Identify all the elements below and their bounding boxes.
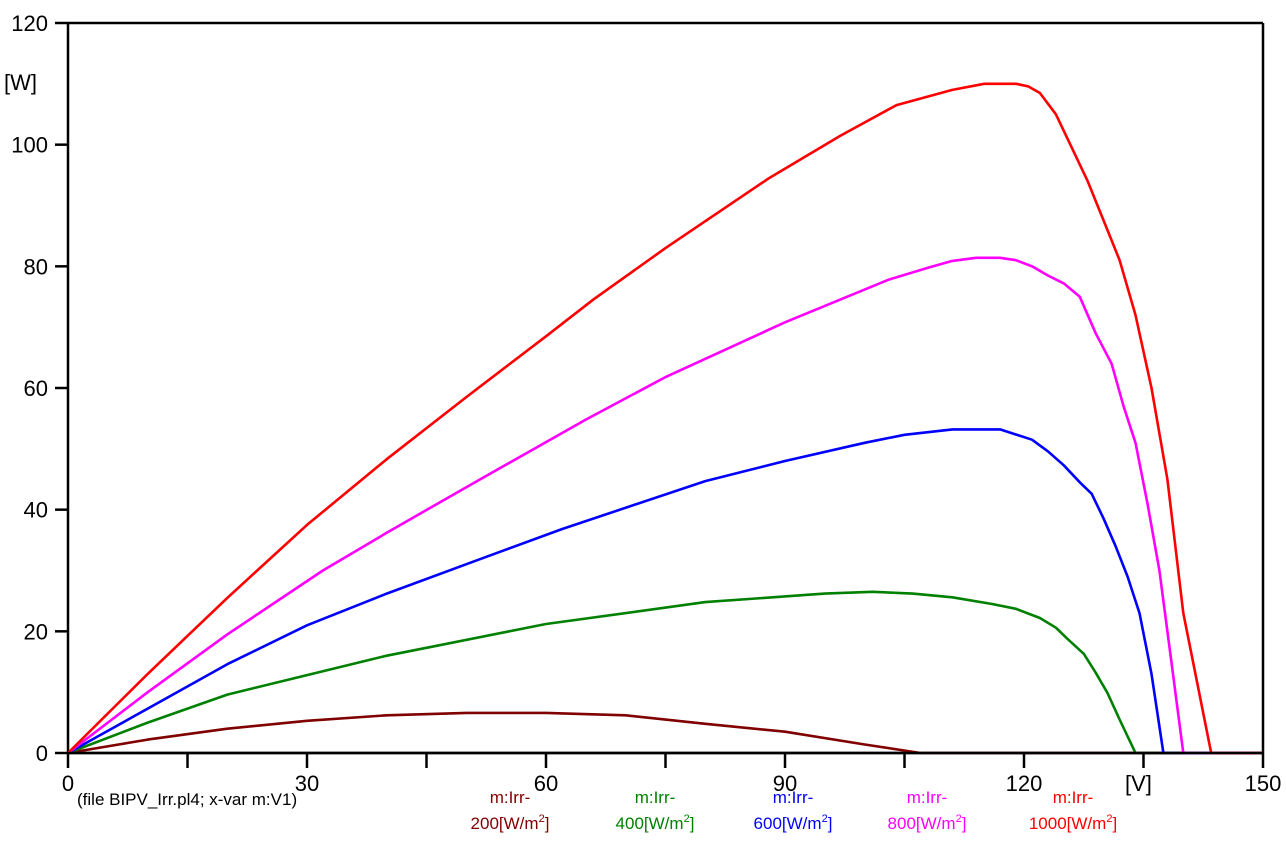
axis-layer: 0 20 40 60 80 100 120 0 30 60 90 120 150 <box>11 11 1281 796</box>
file-caption: (file BIPV_Irr.pl4; x-var m:V1) <box>77 790 297 809</box>
x-tick-label: 60 <box>534 771 558 796</box>
y-tick-label: 20 <box>24 619 48 644</box>
series-layer <box>67 82 1263 755</box>
x-tick-label: 30 <box>295 771 319 796</box>
x-tick-label: 150 <box>1245 771 1282 796</box>
y-tick-label: 40 <box>24 498 48 523</box>
y-axis-label: [W] <box>4 70 37 95</box>
y-tick-label: 60 <box>24 376 48 401</box>
legend-label-line2: 400[W/m2] <box>616 813 695 833</box>
legend-label-line1: m:Irr- <box>907 788 948 807</box>
legend-label-line1: m:Irr- <box>1053 788 1094 807</box>
series-line-4 <box>67 256 1263 755</box>
series-line-2 <box>67 590 1263 755</box>
x-axis-label: [V] <box>1125 771 1152 796</box>
legend-label-line2: 200[W/m2] <box>471 813 550 833</box>
x-tick-label: 120 <box>1006 771 1043 796</box>
x-tick-label: 0 <box>62 771 74 796</box>
legend-label-line2: 1000[W/m2] <box>1029 813 1117 833</box>
y-tick-label: 0 <box>36 741 48 766</box>
legend-label-line1: m:Irr- <box>635 788 676 807</box>
series-line-1 <box>67 711 1263 755</box>
legend-label-line2: 600[W/m2] <box>754 813 833 833</box>
legend-label-line2: 800[W/m2] <box>888 813 967 833</box>
legend-label-line1: m:Irr- <box>490 788 531 807</box>
x-tick-label: 90 <box>773 771 797 796</box>
legend: m:Irr- 200[W/m2] m:Irr- 400[W/m2] m:Irr- 600[… <box>471 788 1118 833</box>
y-tick-label: 80 <box>24 254 48 279</box>
series-line-5 <box>67 82 1263 755</box>
y-tick-label: 120 <box>11 11 48 36</box>
series-line-3 <box>67 428 1263 755</box>
y-tick-label: 100 <box>11 133 48 158</box>
plot-frame <box>66 21 1265 755</box>
legend-label-line1: m:Irr- <box>773 788 814 807</box>
